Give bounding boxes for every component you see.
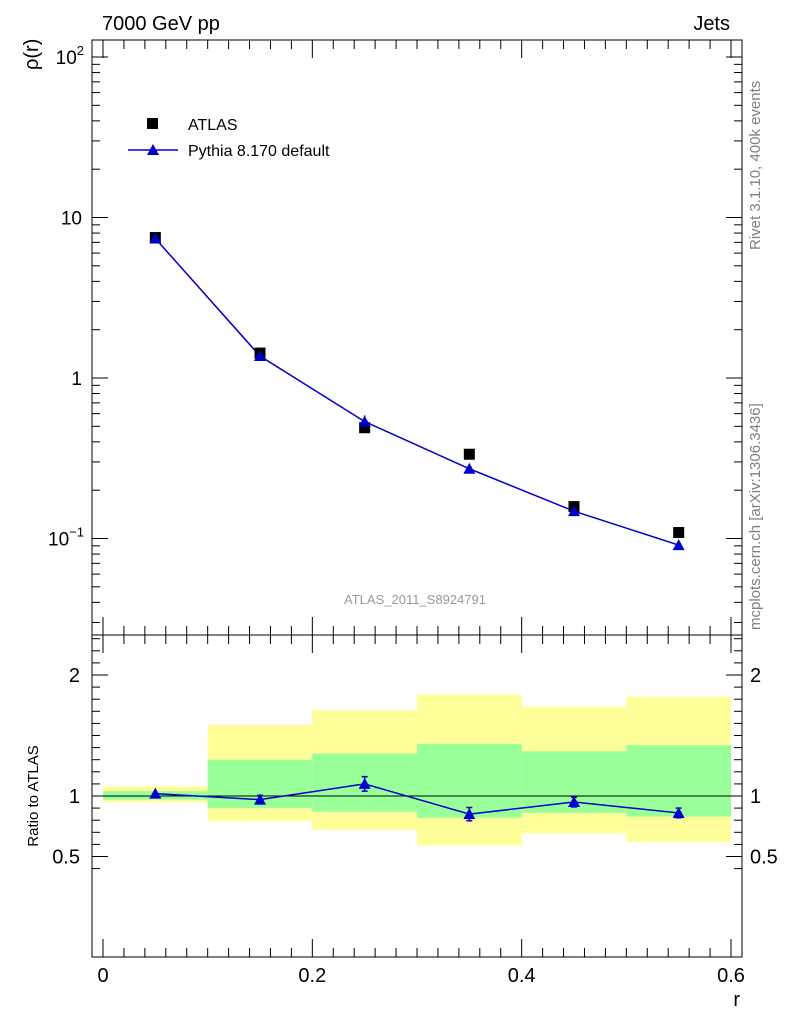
mc-point — [568, 505, 580, 517]
data-point — [673, 526, 685, 538]
legend-mc-label: Pythia 8.170 default — [188, 143, 330, 160]
header-left: 7000 GeV pp — [102, 13, 220, 35]
main-panel: 10−1 1 10 102 ρ(r) ATLAS_2011_S8924791 ATLA… — [21, 39, 743, 636]
rivet-text: Rivet 3.1.10, 400k events — [747, 81, 764, 250]
analysis-label: ATLAS_2011_S8924791 — [344, 592, 486, 607]
uncertainty-band-inner — [417, 743, 522, 818]
legend-data-marker — [147, 118, 158, 129]
ratio-ytick-label-left: 0.5 — [52, 847, 80, 869]
ratio-ytick-label-left: 2 — [69, 665, 80, 687]
mc-point — [358, 415, 371, 427]
ratio-axes: 0.5 0.5 1 1 2 2 0 0.2 0.4 0.6 — [52, 635, 778, 987]
ratio-mc-point — [358, 777, 371, 789]
xtick-label: 0.6 — [717, 965, 745, 987]
header-right: Jets — [693, 13, 730, 35]
main-ytick-label: 10−1 — [48, 525, 84, 551]
ratio-ytick-label-right: 1 — [750, 786, 761, 808]
mc-line — [154, 237, 679, 546]
xtick-label: 0 — [97, 965, 108, 987]
x-axis-label: r — [733, 989, 740, 1011]
ratio-mc-point — [254, 793, 266, 805]
xtick-label: 0.4 — [508, 965, 536, 987]
ratio-plot-area — [92, 694, 742, 846]
legend-data-label: ATLAS — [188, 117, 238, 134]
ratio-mc-point — [568, 796, 580, 808]
main-plot-area — [149, 232, 685, 551]
ratio-ytick-label-right: 2 — [750, 665, 761, 687]
ratio-ytick-label-left: 1 — [69, 786, 80, 808]
mc-point — [672, 539, 685, 551]
mc-point — [254, 350, 266, 362]
legend: ATLAS Pythia 8.170 default — [128, 117, 330, 160]
mc-point — [463, 462, 476, 474]
ratio-mc-point — [672, 806, 685, 818]
main-ylabel: ρ(r) — [21, 39, 43, 70]
main-ytick-label: 1 — [71, 369, 82, 390]
mcplots-text: mcplots.cern.ch [arXiv:1306.3436] — [747, 403, 764, 630]
data-point — [359, 422, 371, 434]
ratio-mc-point — [149, 787, 162, 799]
legend-mc-marker — [147, 144, 159, 155]
ratio-mc-line — [155, 783, 679, 815]
main-axes: 10−1 1 10 102 — [48, 40, 742, 635]
main-ytick-label: 10 — [61, 209, 82, 230]
ratio-ytick-label-right: 0.5 — [750, 847, 778, 869]
uncertainty-band-inner — [626, 745, 731, 817]
ratio-ylabel: Ratio to ATLAS — [25, 745, 42, 846]
ratio-mc-point — [463, 808, 476, 820]
xtick-label: 0.2 — [298, 965, 326, 987]
main-ytick-label: 102 — [56, 43, 84, 69]
data-point — [463, 448, 475, 460]
ratio-panel: 0.5 0.5 1 1 2 2 0 0.2 0.4 0.6 Ratio to ATLAS r — [25, 634, 778, 1011]
mc-point — [149, 232, 162, 244]
